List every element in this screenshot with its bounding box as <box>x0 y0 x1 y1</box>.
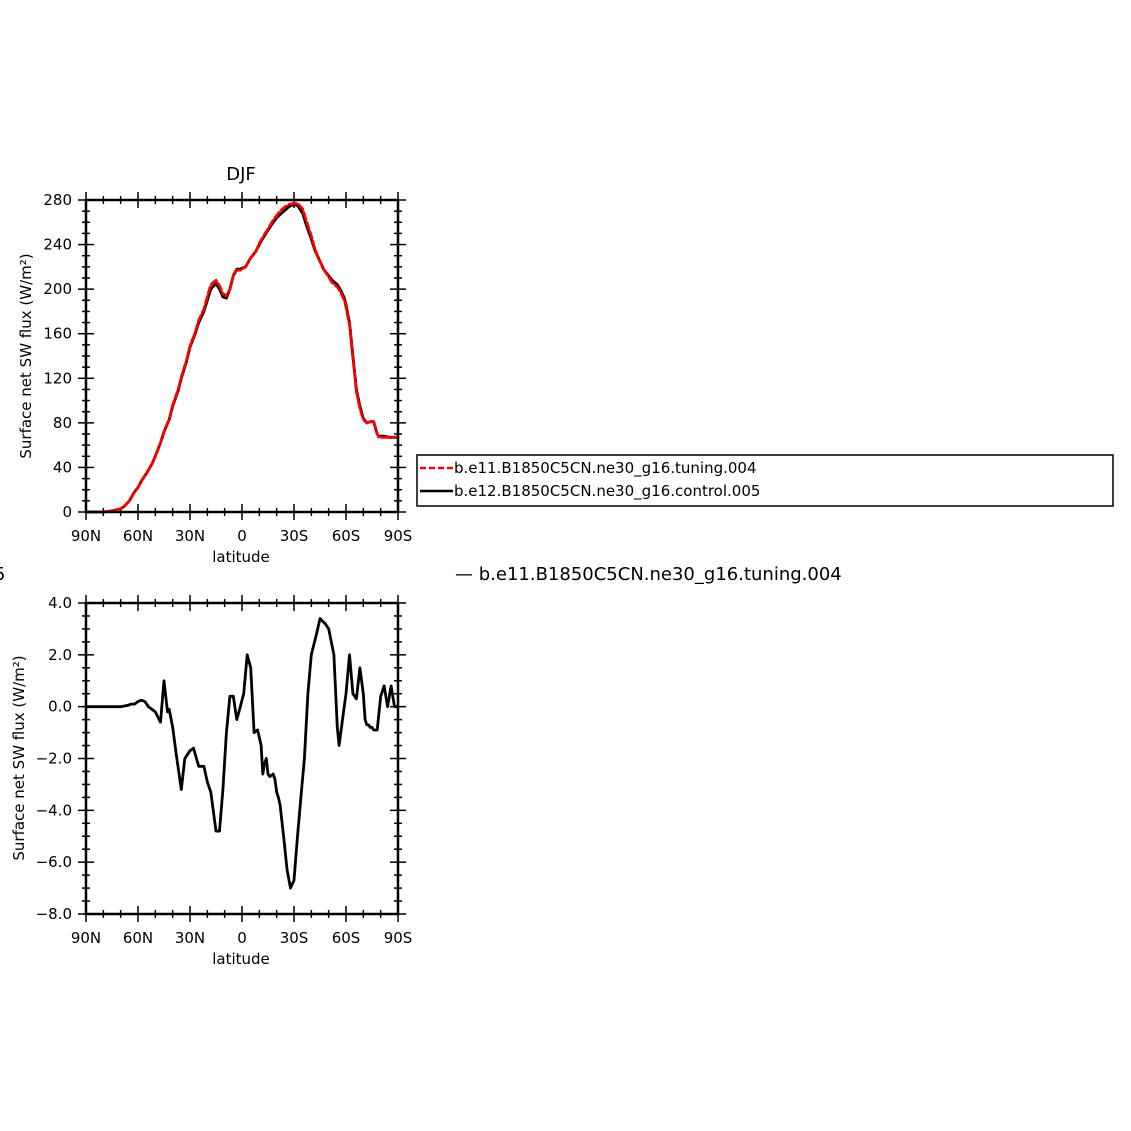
top-chart-x-axis: 90N 60N 30N 0 30S 60S 90S <box>71 192 412 545</box>
legend-entry-control: b.e12.B1850C5CN.ne30_g16.control.005 <box>454 482 760 501</box>
top-chart-y-tick-label: 80 <box>53 414 72 432</box>
bottom-chart-frame <box>84 601 400 916</box>
top-chart-title: DJF <box>226 164 256 185</box>
top-chart-x-tick-label: 90N <box>71 527 101 545</box>
bottom-chart-x-tick-label: 0 <box>237 929 247 947</box>
bottom-chart-x-tick-label: 30S <box>280 929 309 947</box>
bottom-chart-y-tick-label: −2.0 <box>36 750 72 768</box>
bottom-chart-x-tick-label: 60N <box>123 929 153 947</box>
bottom-chart-y-tick-label: 0.0 <box>48 698 72 716</box>
bottom-chart-series <box>84 617 400 890</box>
bottom-chart-y-tick-label: −6.0 <box>36 853 72 871</box>
top-chart-y-tick-label: 280 <box>43 191 72 209</box>
bottom-chart-x-axis: 90N 60N 30N 0 30S 60S 90S <box>71 595 412 947</box>
legend-entry-tuning: b.e11.B1850C5CN.ne30_g16.tuning.004 <box>454 459 757 478</box>
top-chart-x-tick-label: 30N <box>175 527 205 545</box>
top-chart-series <box>84 201 400 514</box>
top-chart-series-line-0 <box>84 203 400 514</box>
top-chart-y-tick-label: 40 <box>53 458 72 476</box>
top-chart-y-tick-label: 240 <box>43 236 72 254</box>
top-chart-y-label: Surface net SW flux (W/m²) <box>17 253 35 458</box>
top-chart-y-tick-label: 0 <box>62 503 72 521</box>
bottom-chart-series-line-0 <box>84 617 400 890</box>
top-chart-y-tick-label: 160 <box>43 325 72 343</box>
bottom-chart-left-fragment: 5 <box>0 564 5 585</box>
top-chart-x-label: latitude <box>212 548 270 566</box>
bottom-chart-x-tick-label: 60S <box>332 929 361 947</box>
top-chart-x-tick-label: 30S <box>280 527 309 545</box>
bottom-chart-subtitle: — b.e11.B1850C5CN.ne30_g16.tuning.004 <box>455 564 842 585</box>
top-chart-frame <box>84 198 400 514</box>
bottom-chart-x-tick-label: 90N <box>71 929 101 947</box>
top-chart-x-tick-label: 60S <box>332 527 361 545</box>
top-chart-x-tick-label: 90S <box>384 527 413 545</box>
bottom-chart-y-label: Surface net SW flux (W/m²) <box>10 655 28 860</box>
bottom-chart-y-tick-label: −8.0 <box>36 905 72 923</box>
bottom-chart-y-tick-label: −4.0 <box>36 801 72 819</box>
bottom-chart-x-tick-label: 90S <box>384 929 413 947</box>
legend-box <box>416 454 1114 507</box>
legend: b.e11.B1850C5CN.ne30_g16.tuning.004 b.e1… <box>416 454 1114 507</box>
top-chart: DJF 0 40 80 120 160 200 240 280 90N 60N 30N 0 30S 60… <box>17 164 412 566</box>
top-chart-y-tick-label: 200 <box>43 280 72 298</box>
bottom-chart: — b.e11.B1850C5CN.ne30_g16.tuning.004 5 … <box>0 564 842 968</box>
bottom-chart-y-tick-label: 2.0 <box>48 646 72 664</box>
top-chart-x-tick-label: 60N <box>123 527 153 545</box>
top-chart-y-tick-label: 120 <box>43 369 72 387</box>
bottom-chart-y-axis: 4.0 2.0 0.0 −2.0 −4.0 −6.0 −8.0 <box>36 594 406 923</box>
bottom-chart-y-tick-label: 4.0 <box>48 594 72 612</box>
top-chart-x-tick-label: 0 <box>237 527 247 545</box>
top-chart-series-line-1 <box>84 201 400 514</box>
bottom-chart-x-label: latitude <box>212 950 270 968</box>
bottom-chart-x-tick-label: 30N <box>175 929 205 947</box>
